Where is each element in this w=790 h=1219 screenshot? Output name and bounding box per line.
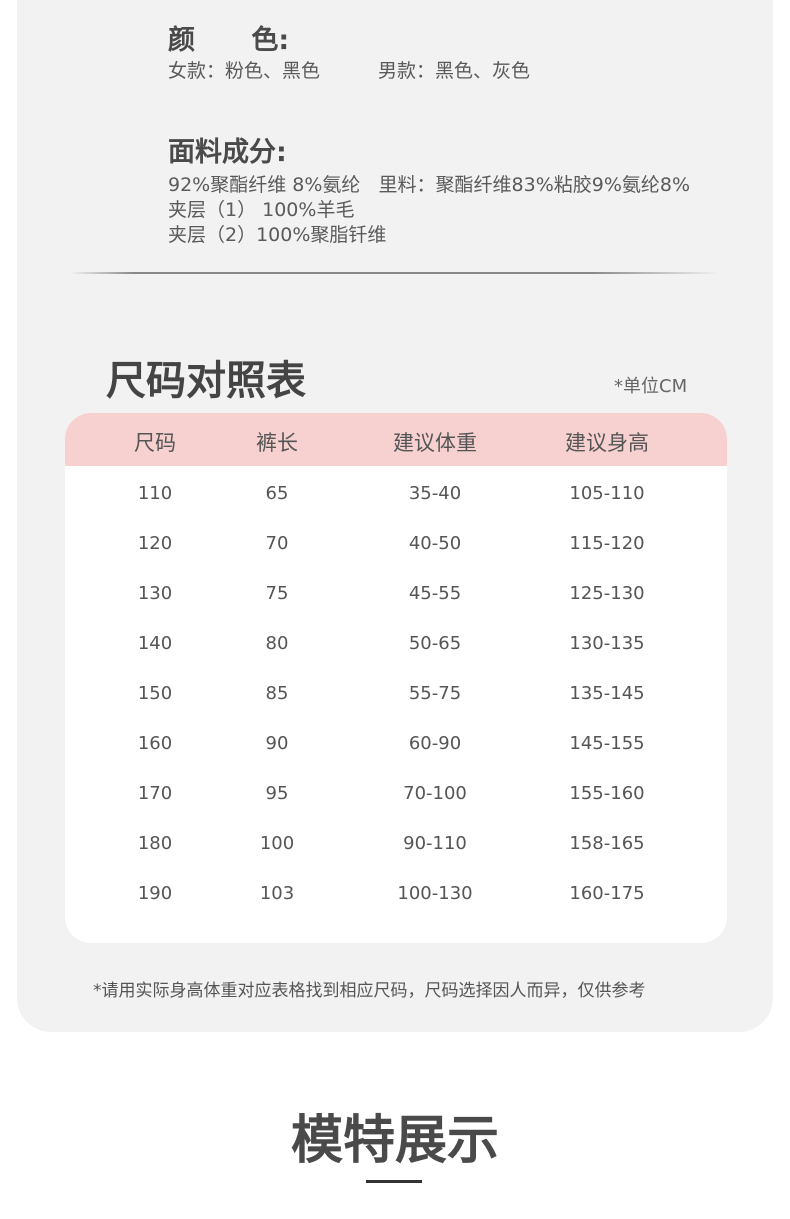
table-cell: 40-50 bbox=[408, 533, 462, 554]
color-heading: 颜 色: bbox=[168, 25, 290, 56]
table-cell: 103 bbox=[259, 883, 295, 904]
table-cell: 125-130 bbox=[569, 583, 645, 604]
table-cell: 70 bbox=[265, 533, 289, 554]
column-header: 建议身高 bbox=[565, 431, 649, 455]
table-cell: 140 bbox=[137, 633, 173, 654]
table-cell: 80 bbox=[265, 633, 289, 654]
table-cell: 130-135 bbox=[569, 633, 645, 654]
table-cell: 155-160 bbox=[569, 783, 645, 804]
table-header: 尺码 裤长 建议体重 建议身高 bbox=[65, 413, 727, 466]
table-cell: 90 bbox=[265, 733, 289, 754]
table-cell: 60-90 bbox=[408, 733, 462, 754]
table-cell: 55-75 bbox=[408, 683, 462, 704]
table-cell: 110 bbox=[137, 483, 173, 504]
table-cell: 70-100 bbox=[403, 783, 467, 804]
size-unit: *单位CM bbox=[614, 376, 688, 397]
table-cell: 45-55 bbox=[408, 583, 462, 604]
table-cell: 75 bbox=[265, 583, 289, 604]
men-colors: 男款：黑色、灰色 bbox=[378, 60, 531, 82]
table-cell: 135-145 bbox=[569, 683, 645, 704]
table-cell: 100 bbox=[259, 833, 295, 854]
table-cell: 120 bbox=[137, 533, 173, 554]
table-cell: 115-120 bbox=[569, 533, 645, 554]
fabric-line: 92%聚酯纤维 8%氨纶 里料：聚酯纤维83%粘胶9%氨纶8% bbox=[168, 174, 691, 196]
table-cell: 85 bbox=[265, 683, 289, 704]
table-cell: 105-110 bbox=[569, 483, 645, 504]
fabric-line: 夹层（2）100%聚脂钎维 bbox=[168, 224, 387, 246]
table-cell: 35-40 bbox=[408, 483, 462, 504]
size-chart-title: 尺码对照表 bbox=[106, 358, 306, 404]
table-cell: 130 bbox=[137, 583, 173, 604]
table-cell: 65 bbox=[265, 483, 289, 504]
table-cell: 170 bbox=[137, 783, 173, 804]
table-cell: 90-110 bbox=[403, 833, 467, 854]
table-cell: 180 bbox=[137, 833, 173, 854]
size-table: 尺码 裤长 建议体重 建议身高 110 65 35-40 105-110 120 70 40… bbox=[65, 413, 727, 943]
table-cell: 150 bbox=[137, 683, 173, 704]
table-cell: 100-130 bbox=[397, 883, 473, 904]
column-header: 建议体重 bbox=[393, 431, 477, 455]
section-divider bbox=[70, 272, 720, 274]
title-underline bbox=[366, 1180, 422, 1183]
table-cell: 50-65 bbox=[408, 633, 462, 654]
table-cell: 145-155 bbox=[569, 733, 645, 754]
fabric-heading: 面料成分: bbox=[168, 137, 287, 168]
table-cell: 160-175 bbox=[569, 883, 645, 904]
table-cell: 158-165 bbox=[569, 833, 645, 854]
fabric-line: 夹层（1） 100%羊毛 bbox=[168, 199, 355, 221]
table-cell: 190 bbox=[137, 883, 173, 904]
table-cell: 160 bbox=[137, 733, 173, 754]
column-header: 裤长 bbox=[256, 431, 298, 455]
column-header: 尺码 bbox=[134, 431, 176, 455]
women-colors: 女款：粉色、黑色 bbox=[168, 60, 321, 82]
size-note: *请用实际身高体重对应表格找到相应尺码，尺码选择因人而异，仅供参考 bbox=[93, 981, 646, 1001]
model-section-title: 模特展示 bbox=[290, 1111, 499, 1171]
table-cell: 95 bbox=[265, 783, 289, 804]
